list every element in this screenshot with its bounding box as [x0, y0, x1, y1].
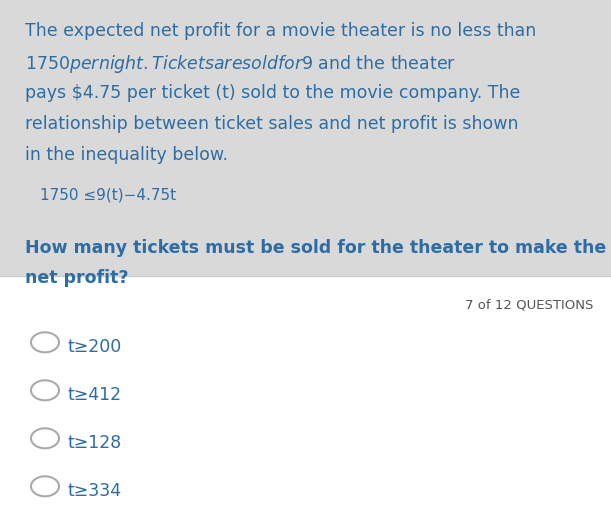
Text: net profit?: net profit? — [25, 269, 128, 287]
Text: t≥334: t≥334 — [68, 482, 122, 500]
Text: t≥412: t≥412 — [68, 386, 122, 404]
Bar — [0, 276, 611, 507]
Text: How many tickets must be sold for the theater to make the expected: How many tickets must be sold for the th… — [25, 239, 611, 257]
Text: pays $4.75 per ticket (t) sold to the movie company. The: pays $4.75 per ticket (t) sold to the mo… — [25, 84, 521, 102]
Bar — [0, 0, 611, 276]
Text: relationship between ticket sales and net profit is shown: relationship between ticket sales and ne… — [25, 115, 519, 133]
Text: t≥128: t≥128 — [68, 434, 122, 452]
Text: t≥200: t≥200 — [68, 338, 122, 356]
Text: in the inequality below.: in the inequality below. — [25, 146, 228, 164]
Text: 1750 ≤9(t)−4.75t: 1750 ≤9(t)−4.75t — [40, 187, 176, 202]
Text: $1750 per night. Tickets are sold for $9 and the theater: $1750 per night. Tickets are sold for $9… — [25, 53, 456, 75]
Text: 7 of 12 QUESTIONS: 7 of 12 QUESTIONS — [464, 298, 593, 311]
Text: The expected net profit for a movie theater is no less than: The expected net profit for a movie thea… — [25, 22, 536, 40]
